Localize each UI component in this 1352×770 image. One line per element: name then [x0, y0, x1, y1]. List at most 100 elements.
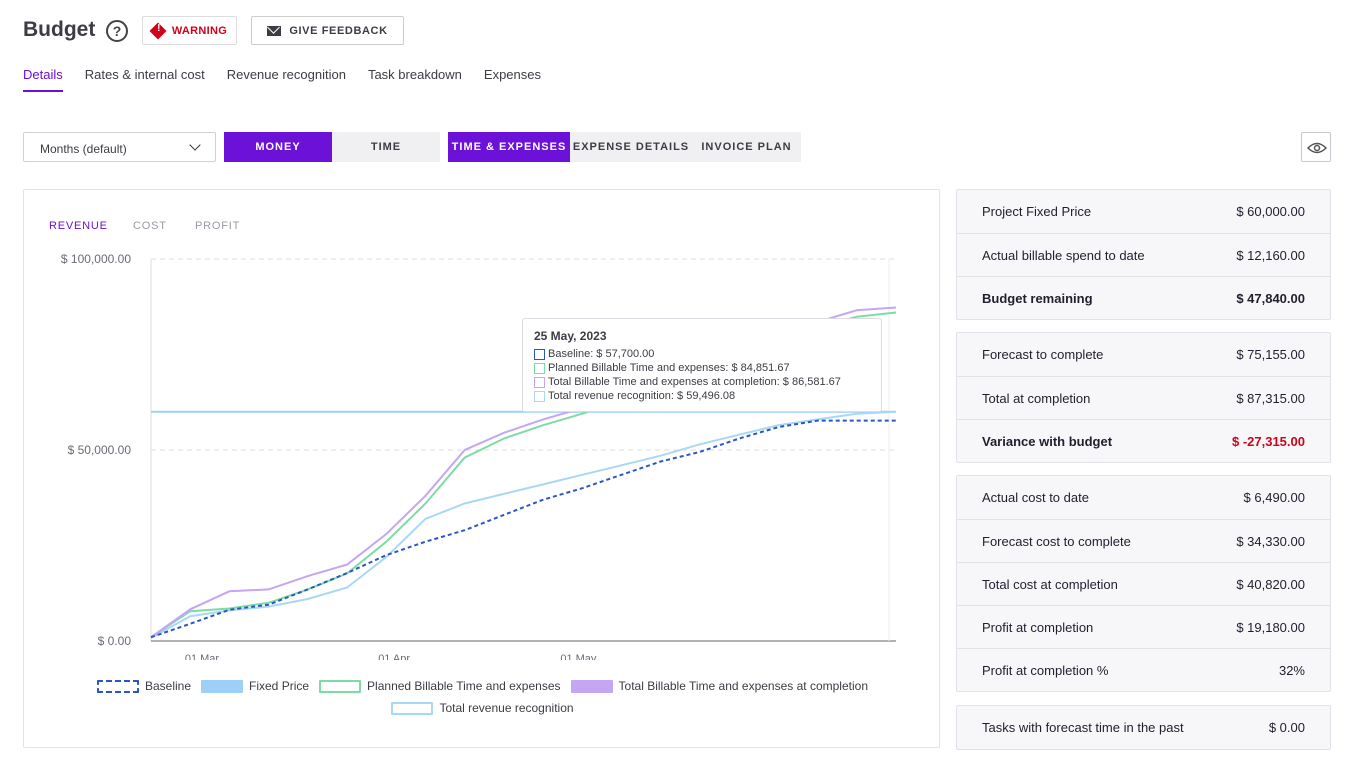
- legend-swatch: [570, 679, 613, 693]
- chart-tab-revenue[interactable]: REVENUE: [49, 220, 108, 232]
- baseline-swatch: [534, 348, 545, 360]
- tab-task-breakdown[interactable]: Task breakdown: [367, 67, 462, 82]
- chart-tab-profit[interactable]: PROFIT: [195, 220, 241, 232]
- tooltip-row-label: Total Billable Time and expenses at comp…: [548, 376, 841, 388]
- warning-icon: [149, 22, 167, 39]
- legend-label: Baseline: [144, 679, 192, 693]
- stat-label: Budget remaining: [982, 290, 1093, 306]
- stat-label: Total cost at completion: [982, 576, 1118, 592]
- stat-row: Total cost at completion $ 40,820.00: [957, 562, 1330, 605]
- tab-expenses[interactable]: Expenses: [483, 67, 541, 82]
- tasks-summary: Tasks with forecast time in the past $ 0.…: [956, 705, 1331, 750]
- legend-label: Total revenue recognition: [439, 701, 574, 715]
- tooltip-row-total: Total Billable Time and expenses at comp…: [534, 375, 870, 389]
- legend-fixed-price[interactable]: Fixed Price: [201, 679, 309, 693]
- stat-value: $ 47,840.00: [1236, 290, 1305, 306]
- stat-label: Actual cost to date: [982, 490, 1089, 505]
- stat-value: $ 0.00: [1268, 720, 1305, 735]
- stat-label: Profit at completion %: [982, 662, 1109, 678]
- expense-details-toggle[interactable]: EXPENSE DETAILS: [570, 132, 692, 162]
- stat-value: $ 6,490.00: [1243, 490, 1305, 505]
- stat-row: Forecast to complete $ 75,155.00: [957, 333, 1330, 376]
- visibility-button[interactable]: [1301, 132, 1331, 162]
- legend-swatch: [391, 701, 434, 715]
- y-tick-label: $ 0.00: [98, 634, 132, 648]
- stat-label: Profit at completion: [982, 619, 1094, 635]
- stat-label: Forecast cost to complete: [982, 533, 1131, 549]
- stat-value: $ 34,330.00: [1236, 533, 1305, 549]
- tab-bar: Details Rates & internal cost Revenue re…: [23, 67, 541, 92]
- forecast-summary: Forecast to complete $ 75,155.00 Total at…: [956, 332, 1331, 463]
- stat-value: $ 40,820.00: [1236, 576, 1305, 592]
- tooltip-date: 25 May, 2023: [534, 329, 607, 343]
- stat-row: Variance with budget $ -27,315.00: [957, 419, 1330, 462]
- legend-revenue[interactable]: Total revenue recognition: [391, 701, 574, 715]
- warning-label: WARNING: [171, 24, 228, 37]
- x-tick-label: 01 May: [560, 653, 597, 660]
- stat-value: $ -27,315.00: [1231, 433, 1305, 449]
- stat-value: $ 75,155.00: [1236, 347, 1305, 362]
- stat-row: Forecast cost to complete $ 34,330.00: [957, 519, 1330, 562]
- chevron-down-icon: [189, 139, 201, 151]
- y-tick-label: $ 100,000.00: [61, 252, 131, 266]
- revenue-swatch: [534, 390, 545, 402]
- tooltip-row-planned: Planned Billable Time and expenses: $ 84…: [534, 361, 870, 375]
- give-feedback-button[interactable]: GIVE FEEDBACK: [251, 16, 404, 45]
- stat-row: Actual billable spend to date $ 12,160.00: [957, 233, 1330, 276]
- chart-tooltip: 25 May, 2023 Baseline: $ 57,700.00 Plann…: [522, 318, 882, 412]
- page-title: Budget: [23, 18, 96, 41]
- tooltip-row-revenue: Total revenue recognition: $ 59,496.08: [534, 389, 870, 403]
- stat-row: Project Fixed Price $ 60,000.00: [957, 190, 1330, 233]
- period-select[interactable]: Months (default): [23, 132, 216, 162]
- tab-revenue-recognition[interactable]: Revenue recognition: [226, 67, 346, 82]
- legend-swatch: [319, 679, 362, 693]
- legend-label: Fixed Price: [249, 679, 310, 693]
- stat-value: $ 12,160.00: [1236, 247, 1305, 263]
- legend-total[interactable]: Total Billable Time and expenses at comp…: [570, 679, 868, 693]
- tooltip-row-baseline: Baseline: $ 57,700.00: [534, 347, 870, 361]
- chart-tab-cost[interactable]: COST: [133, 220, 167, 232]
- chart-legend: Baseline Fixed Price Planned Billable Ti…: [24, 679, 941, 693]
- x-tick-label: 01 Mar: [185, 653, 220, 660]
- stat-row: Profit at completion $ 19,180.00: [957, 605, 1330, 648]
- total-swatch: [534, 376, 545, 388]
- series-line-revenue: [150, 410, 897, 639]
- stat-value: $ 19,180.00: [1236, 619, 1305, 635]
- stat-row: Actual cost to date $ 6,490.00: [957, 476, 1330, 519]
- stat-label: Project Fixed Price: [982, 204, 1092, 219]
- stat-label: Actual billable spend to date: [982, 247, 1145, 263]
- budget-summary: Project Fixed Price $ 60,000.00 Actual bi…: [956, 189, 1331, 320]
- stat-label: Tasks with forecast time in the past: [982, 720, 1184, 735]
- stat-row: Tasks with forecast time in the past $ 0.…: [957, 706, 1330, 749]
- tab-details[interactable]: Details: [23, 67, 63, 92]
- legend-label: Planned Billable Time and expenses: [367, 679, 561, 693]
- money-toggle[interactable]: MONEY: [224, 132, 332, 162]
- time-expenses-toggle[interactable]: TIME & EXPENSES: [448, 132, 570, 162]
- series-line-baseline: [150, 419, 896, 639]
- revenue-chart: $ 100,000.00 $ 50,000.00 $ 0.00 01 Mar 01 Ap…: [61, 252, 897, 660]
- legend-swatch: [201, 679, 244, 693]
- chart-legend-row2: Total revenue recognition: [24, 701, 941, 715]
- tooltip-row-label: Total revenue recognition: $ 59,496.08: [548, 390, 736, 402]
- stat-label: Forecast to complete: [982, 347, 1104, 362]
- stat-row: Profit at completion % 32%: [957, 648, 1330, 691]
- planned-swatch: [534, 362, 545, 374]
- eye-icon: [1306, 142, 1328, 154]
- tooltip-row-label: Planned Billable Time and expenses: $ 84…: [548, 362, 790, 374]
- stat-value: $ 60,000.00: [1236, 204, 1305, 219]
- stat-label: Total at completion: [982, 390, 1091, 406]
- stat-value: 32%: [1278, 662, 1305, 678]
- help-icon[interactable]: ?: [106, 20, 128, 42]
- invoice-plan-toggle[interactable]: INVOICE PLAN: [692, 132, 801, 162]
- y-tick-label: $ 50,000.00: [68, 443, 132, 457]
- time-toggle[interactable]: TIME: [332, 132, 440, 162]
- tooltip-row-label: Baseline: $ 57,700.00: [548, 348, 655, 360]
- stat-row: Budget remaining $ 47,840.00: [957, 276, 1330, 319]
- stat-row: Total at completion $ 87,315.00: [957, 376, 1330, 419]
- warning-button[interactable]: WARNING: [142, 16, 237, 45]
- tab-rates-internal-cost[interactable]: Rates & internal cost: [84, 67, 205, 82]
- stat-label: Variance with budget: [982, 433, 1113, 449]
- stat-value: $ 87,315.00: [1236, 390, 1305, 406]
- legend-baseline[interactable]: Baseline: [96, 679, 192, 693]
- legend-planned[interactable]: Planned Billable Time and expenses: [319, 679, 561, 693]
